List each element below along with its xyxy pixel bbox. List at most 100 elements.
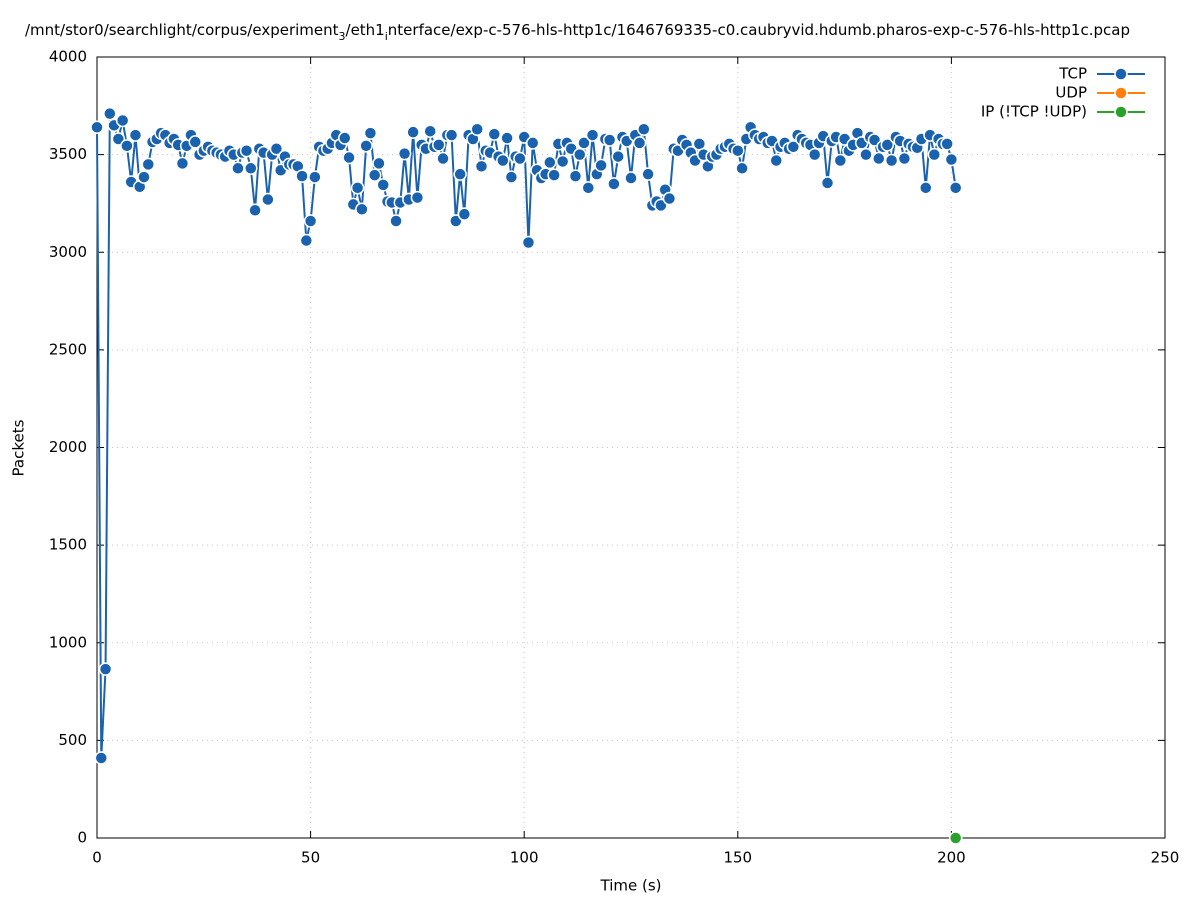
- data-point: [543, 155, 557, 170]
- data-point: [940, 137, 954, 151]
- data-point: [295, 169, 309, 183]
- data-point: [884, 153, 899, 168]
- data-point: [568, 169, 583, 183]
- y-tick-label: 500: [58, 731, 87, 749]
- data-point: [389, 214, 403, 228]
- data-point: [662, 191, 677, 206]
- data-point: [521, 235, 536, 250]
- data-point: [594, 158, 608, 173]
- data-point: [239, 143, 254, 158]
- series-line: [96, 113, 957, 758]
- data-point: [585, 128, 600, 142]
- data-point: [359, 139, 373, 153]
- data-point: [410, 190, 425, 205]
- x-tick-label: 0: [92, 849, 102, 867]
- data-point: [188, 135, 203, 149]
- y-axis-label: Packets: [10, 419, 28, 476]
- title-part: /mnt/stor0/searchlight/corpus/experiment: [25, 21, 339, 39]
- data-point: [880, 138, 895, 152]
- data-point: [308, 170, 322, 184]
- data-point: [376, 178, 390, 192]
- data-point: [423, 124, 437, 138]
- data-point: [303, 214, 318, 228]
- data-point: [641, 167, 655, 181]
- data-point: [261, 192, 275, 207]
- x-tick-label: 100: [510, 849, 539, 867]
- data-point: [820, 176, 835, 190]
- data-point: [919, 181, 933, 195]
- x-axis-label: Time (s): [600, 877, 662, 895]
- data-point: [432, 138, 446, 152]
- data-point: [833, 153, 848, 168]
- title-part: 3: [339, 30, 346, 43]
- data-point: [496, 153, 510, 168]
- y-tick-label: 2000: [49, 438, 87, 456]
- data-point: [94, 751, 109, 765]
- data-point: [406, 125, 420, 139]
- title-part: nterface/exp-c-576-hls-http1c/1646769335…: [388, 21, 1130, 39]
- legend-label: UDP: [1055, 84, 1087, 102]
- data-point: [141, 157, 156, 172]
- data-point: [637, 122, 651, 136]
- data-point: [504, 170, 519, 184]
- chart-title: /mnt/stor0/searchlight/corpus/experiment…: [25, 21, 1130, 43]
- data-point: [355, 202, 369, 217]
- data-point: [457, 207, 472, 221]
- data-point: [624, 171, 638, 185]
- x-tick-label: 250: [1151, 849, 1180, 867]
- data-point: [474, 159, 489, 174]
- data-point: [807, 147, 822, 162]
- y-tick-label: 2500: [49, 340, 87, 358]
- data-point: [137, 170, 151, 184]
- title-part: i: [385, 30, 388, 43]
- data-point: [927, 147, 942, 162]
- data-point: [611, 149, 625, 164]
- title-part: /eth1: [346, 21, 385, 39]
- data-point: [602, 133, 617, 147]
- data-point: [244, 161, 258, 176]
- x-tick-label: 50: [301, 849, 320, 867]
- data-point: [500, 131, 514, 145]
- data-point: [299, 233, 314, 248]
- data-point: [735, 161, 749, 176]
- y-tick-label: 0: [77, 829, 87, 847]
- data-point: [90, 120, 104, 135]
- data-point: [248, 203, 262, 218]
- data-point: [581, 181, 596, 195]
- data-point: [948, 831, 963, 845]
- legend-label: TCP: [1058, 65, 1087, 83]
- data-point: [525, 136, 540, 150]
- data-point: [470, 122, 484, 136]
- legend-marker: [1114, 105, 1128, 119]
- data-point: [363, 126, 378, 140]
- y-tick-label: 4000: [49, 48, 87, 66]
- data-point: [632, 136, 647, 150]
- data-point: [436, 151, 450, 166]
- data-point: [859, 147, 873, 162]
- data-point: [572, 147, 587, 162]
- y-tick-label: 3500: [49, 145, 87, 163]
- data-point: [769, 153, 783, 168]
- data-point: [367, 168, 382, 182]
- data-point: [555, 154, 570, 169]
- data-point: [444, 128, 459, 142]
- data-point: [487, 127, 502, 141]
- data-point: [872, 151, 886, 166]
- data-point: [115, 113, 130, 128]
- y-tick-label: 1500: [49, 536, 87, 554]
- data-point: [731, 143, 745, 158]
- legend-marker: [1114, 67, 1128, 81]
- data-point: [453, 167, 467, 181]
- data-point: [103, 106, 117, 121]
- data-point: [338, 131, 352, 145]
- legend-marker: [1114, 86, 1128, 100]
- data-point: [175, 156, 190, 171]
- data-point: [547, 168, 561, 182]
- data-point: [607, 177, 621, 191]
- data-point: [98, 662, 113, 676]
- x-tick-label: 150: [723, 849, 752, 867]
- data-point: [231, 161, 245, 176]
- data-point: [577, 136, 591, 150]
